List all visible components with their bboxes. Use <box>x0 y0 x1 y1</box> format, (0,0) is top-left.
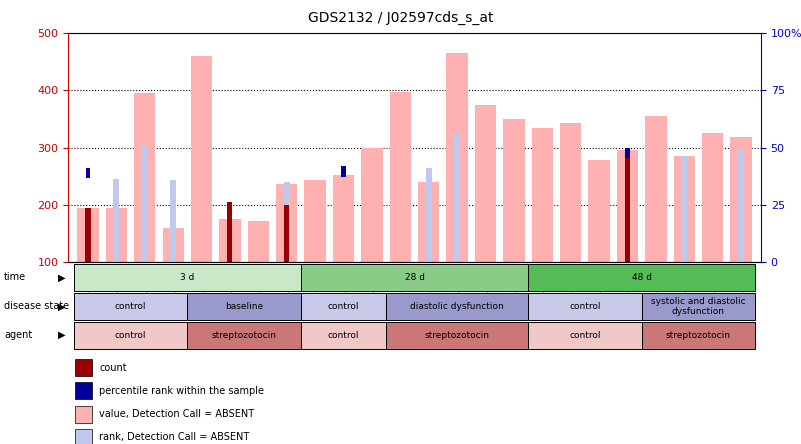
Bar <box>301 322 386 349</box>
Bar <box>731 137 751 262</box>
Text: control: control <box>570 331 601 340</box>
Bar <box>528 264 755 291</box>
Bar <box>106 208 127 262</box>
Text: count: count <box>99 363 127 373</box>
Text: GDS2132 / J02597cds_s_at: GDS2132 / J02597cds_s_at <box>308 11 493 25</box>
Bar <box>386 322 528 349</box>
Bar <box>674 156 695 262</box>
Bar <box>454 133 461 262</box>
Bar <box>475 105 496 262</box>
Bar <box>248 221 269 262</box>
Bar <box>681 156 687 262</box>
Bar <box>642 322 755 349</box>
Bar <box>528 293 642 320</box>
Bar <box>75 359 92 376</box>
Bar <box>389 91 411 262</box>
Text: time: time <box>4 273 26 282</box>
Bar <box>134 93 155 262</box>
Bar <box>386 293 528 320</box>
Bar <box>333 175 354 262</box>
Bar <box>617 151 638 262</box>
Text: 28 d: 28 d <box>405 273 425 282</box>
Bar <box>301 293 386 320</box>
Text: 3 d: 3 d <box>180 273 195 282</box>
Bar <box>341 166 346 177</box>
Bar <box>219 219 240 262</box>
Bar <box>227 202 232 262</box>
Bar <box>86 208 91 262</box>
Bar <box>191 56 212 262</box>
Text: ▶: ▶ <box>58 273 66 282</box>
Bar <box>560 123 582 262</box>
Bar <box>425 168 432 262</box>
Text: control: control <box>328 331 360 340</box>
Text: value, Detection Call = ABSENT: value, Detection Call = ABSENT <box>99 409 255 419</box>
Text: disease state: disease state <box>4 301 69 311</box>
Bar <box>738 151 744 262</box>
Bar <box>446 53 468 262</box>
Text: control: control <box>570 302 601 311</box>
Text: baseline: baseline <box>225 302 264 311</box>
Bar <box>528 322 642 349</box>
Bar <box>170 180 176 262</box>
Text: streptozotocin: streptozotocin <box>425 331 489 340</box>
Text: ▶: ▶ <box>58 301 66 311</box>
Bar <box>503 119 525 262</box>
Bar <box>702 133 723 262</box>
Bar <box>113 179 119 262</box>
Bar <box>304 180 326 262</box>
Bar <box>301 264 528 291</box>
Text: agent: agent <box>4 330 32 340</box>
Text: diastolic dysfunction: diastolic dysfunction <box>410 302 504 311</box>
Text: control: control <box>328 302 360 311</box>
Bar <box>361 148 383 262</box>
Text: control: control <box>115 302 147 311</box>
Text: streptozotocin: streptozotocin <box>211 331 276 340</box>
Bar <box>74 322 187 349</box>
Bar <box>284 182 290 262</box>
Bar <box>276 184 297 262</box>
Bar <box>284 205 289 262</box>
Bar <box>532 127 553 262</box>
Bar <box>187 293 301 320</box>
Bar <box>74 293 187 320</box>
Bar <box>589 160 610 262</box>
Bar <box>78 208 99 262</box>
Text: 48 d: 48 d <box>632 273 652 282</box>
Text: streptozotocin: streptozotocin <box>666 331 731 340</box>
Bar <box>187 322 301 349</box>
Bar <box>142 145 148 262</box>
Text: rank, Detection Call = ABSENT: rank, Detection Call = ABSENT <box>99 432 250 443</box>
Bar <box>418 182 440 262</box>
Bar <box>75 429 92 444</box>
Text: systolic and diastolic
dysfunction: systolic and diastolic dysfunction <box>651 297 746 316</box>
Text: percentile rank within the sample: percentile rank within the sample <box>99 386 264 396</box>
Bar <box>646 116 666 262</box>
Text: ▶: ▶ <box>58 330 66 340</box>
Bar <box>86 168 91 178</box>
Bar <box>642 293 755 320</box>
Bar <box>75 382 92 399</box>
Bar <box>625 148 630 262</box>
Bar <box>163 228 183 262</box>
Text: control: control <box>115 331 147 340</box>
Bar <box>626 148 630 159</box>
Bar <box>75 406 92 423</box>
Bar <box>74 264 301 291</box>
